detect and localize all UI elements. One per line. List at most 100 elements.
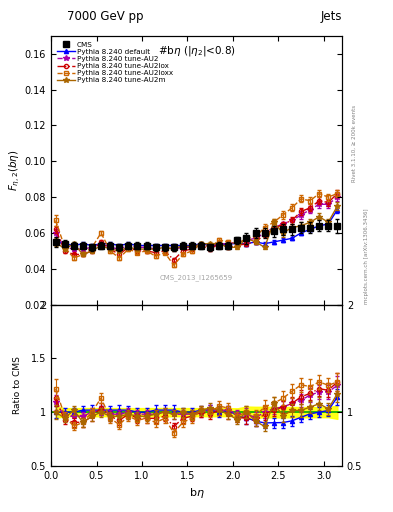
Pythia 8.240 tune-AU2lox bbox=[62, 248, 67, 254]
Text: CMS_2013_I1265659: CMS_2013_I1265659 bbox=[160, 274, 233, 281]
Pythia 8.240 tune-AU2 bbox=[335, 194, 340, 200]
Pythia 8.240 tune-AU2lox bbox=[217, 241, 222, 247]
Pythia 8.240 tune-AU2 bbox=[253, 236, 258, 242]
Pythia 8.240 tune-AU2loxx bbox=[326, 194, 331, 200]
Text: Rivet 3.1.10, ≥ 200k events: Rivet 3.1.10, ≥ 200k events bbox=[352, 105, 357, 182]
Pythia 8.240 default bbox=[72, 243, 76, 249]
Line: Pythia 8.240 tune-AU2: Pythia 8.240 tune-AU2 bbox=[53, 195, 340, 252]
Pythia 8.240 tune-AU2lox bbox=[226, 244, 231, 250]
Pythia 8.240 tune-AU2m bbox=[72, 241, 76, 247]
Line: Pythia 8.240 tune-AU2loxx: Pythia 8.240 tune-AU2loxx bbox=[53, 191, 340, 267]
Pythia 8.240 tune-AU2m bbox=[99, 243, 103, 249]
Pythia 8.240 tune-AU2loxx bbox=[108, 248, 112, 254]
Text: #b$\eta$ ($|\eta_2|$<0.8): #b$\eta$ ($|\eta_2|$<0.8) bbox=[158, 44, 235, 58]
Pythia 8.240 tune-AU2 bbox=[299, 212, 303, 218]
Pythia 8.240 tune-AU2loxx bbox=[290, 205, 294, 211]
Pythia 8.240 tune-AU2m bbox=[189, 244, 194, 250]
Pythia 8.240 default bbox=[199, 241, 204, 247]
Pythia 8.240 default bbox=[244, 241, 249, 247]
Pythia 8.240 tune-AU2lox bbox=[290, 217, 294, 223]
Pythia 8.240 tune-AU2loxx bbox=[253, 233, 258, 240]
Pythia 8.240 tune-AU2lox bbox=[53, 226, 58, 232]
Pythia 8.240 tune-AU2 bbox=[208, 243, 213, 249]
Pythia 8.240 tune-AU2m bbox=[126, 244, 131, 250]
Pythia 8.240 tune-AU2lox bbox=[90, 248, 94, 254]
Pythia 8.240 tune-AU2loxx bbox=[226, 239, 231, 245]
Pythia 8.240 tune-AU2m bbox=[272, 219, 276, 225]
Y-axis label: $F_{\eta,2}(b\eta)$: $F_{\eta,2}(b\eta)$ bbox=[7, 150, 22, 191]
Pythia 8.240 tune-AU2m bbox=[235, 244, 240, 250]
Pythia 8.240 default bbox=[317, 223, 321, 229]
Pythia 8.240 tune-AU2loxx bbox=[335, 190, 340, 197]
Pythia 8.240 tune-AU2 bbox=[171, 246, 176, 252]
Pythia 8.240 tune-AU2m bbox=[262, 244, 267, 250]
Text: mcplots.cern.ch [arXiv:1306.3436]: mcplots.cern.ch [arXiv:1306.3436] bbox=[364, 208, 369, 304]
Pythia 8.240 tune-AU2 bbox=[144, 244, 149, 250]
Y-axis label: Ratio to CMS: Ratio to CMS bbox=[13, 356, 22, 414]
Pythia 8.240 tune-AU2loxx bbox=[171, 262, 176, 268]
Pythia 8.240 tune-AU2lox bbox=[208, 246, 213, 252]
Pythia 8.240 tune-AU2m bbox=[162, 244, 167, 250]
Pythia 8.240 tune-AU2 bbox=[272, 224, 276, 230]
Pythia 8.240 default bbox=[81, 241, 85, 247]
Line: Pythia 8.240 tune-AU2lox: Pythia 8.240 tune-AU2lox bbox=[53, 191, 340, 262]
Pythia 8.240 tune-AU2 bbox=[262, 230, 267, 236]
Pythia 8.240 tune-AU2m bbox=[135, 246, 140, 252]
Pythia 8.240 tune-AU2m bbox=[226, 244, 231, 250]
Pythia 8.240 tune-AU2lox bbox=[199, 243, 204, 249]
Pythia 8.240 tune-AU2m bbox=[144, 246, 149, 252]
Pythia 8.240 tune-AU2loxx bbox=[144, 248, 149, 254]
Pythia 8.240 default bbox=[144, 243, 149, 249]
Pythia 8.240 tune-AU2loxx bbox=[81, 251, 85, 258]
Pythia 8.240 tune-AU2m bbox=[317, 214, 321, 220]
Pythia 8.240 tune-AU2 bbox=[199, 243, 204, 249]
Pythia 8.240 default bbox=[235, 241, 240, 247]
Pythia 8.240 default bbox=[62, 241, 67, 247]
Pythia 8.240 default bbox=[262, 241, 267, 247]
Pythia 8.240 tune-AU2 bbox=[180, 244, 185, 250]
Pythia 8.240 tune-AU2 bbox=[117, 246, 121, 252]
Pythia 8.240 tune-AU2lox bbox=[171, 257, 176, 263]
Pythia 8.240 tune-AU2lox bbox=[308, 205, 312, 211]
Pythia 8.240 tune-AU2loxx bbox=[126, 246, 131, 252]
Pythia 8.240 tune-AU2 bbox=[108, 244, 112, 250]
Pythia 8.240 tune-AU2 bbox=[326, 201, 331, 207]
Pythia 8.240 tune-AU2m bbox=[217, 241, 222, 247]
Pythia 8.240 default bbox=[171, 243, 176, 249]
Pythia 8.240 tune-AU2m bbox=[90, 248, 94, 254]
Pythia 8.240 default bbox=[135, 243, 140, 249]
Pythia 8.240 default bbox=[253, 239, 258, 245]
Pythia 8.240 tune-AU2lox bbox=[81, 251, 85, 258]
Pythia 8.240 default bbox=[189, 243, 194, 249]
Pythia 8.240 tune-AU2lox bbox=[153, 249, 158, 255]
Pythia 8.240 tune-AU2 bbox=[235, 239, 240, 245]
Pythia 8.240 tune-AU2lox bbox=[135, 248, 140, 254]
Pythia 8.240 tune-AU2loxx bbox=[272, 219, 276, 225]
Pythia 8.240 tune-AU2 bbox=[162, 244, 167, 250]
Pythia 8.240 tune-AU2loxx bbox=[235, 241, 240, 247]
Pythia 8.240 tune-AU2lox bbox=[253, 239, 258, 245]
Pythia 8.240 tune-AU2loxx bbox=[162, 249, 167, 255]
Line: Pythia 8.240 default: Pythia 8.240 default bbox=[53, 207, 340, 248]
Pythia 8.240 tune-AU2m bbox=[253, 239, 258, 245]
Legend: CMS, Pythia 8.240 default, Pythia 8.240 tune-AU2, Pythia 8.240 tune-AU2lox, Pyth: CMS, Pythia 8.240 default, Pythia 8.240 … bbox=[55, 39, 175, 86]
Pythia 8.240 tune-AU2loxx bbox=[299, 196, 303, 202]
Pythia 8.240 tune-AU2lox bbox=[180, 248, 185, 254]
Pythia 8.240 tune-AU2lox bbox=[326, 199, 331, 205]
Pythia 8.240 default bbox=[117, 243, 121, 249]
Pythia 8.240 tune-AU2loxx bbox=[281, 212, 285, 218]
Pythia 8.240 tune-AU2m bbox=[335, 203, 340, 209]
Text: 7000 GeV pp: 7000 GeV pp bbox=[67, 10, 143, 23]
Pythia 8.240 default bbox=[290, 236, 294, 242]
Pythia 8.240 tune-AU2 bbox=[90, 244, 94, 250]
Pythia 8.240 tune-AU2loxx bbox=[90, 244, 94, 250]
Pythia 8.240 tune-AU2m bbox=[117, 248, 121, 254]
Pythia 8.240 tune-AU2m bbox=[108, 246, 112, 252]
Pythia 8.240 default bbox=[53, 239, 58, 245]
Pythia 8.240 tune-AU2loxx bbox=[189, 248, 194, 254]
Pythia 8.240 tune-AU2m bbox=[153, 246, 158, 252]
Pythia 8.240 tune-AU2lox bbox=[126, 244, 131, 250]
Pythia 8.240 tune-AU2 bbox=[81, 246, 85, 252]
Pythia 8.240 default bbox=[108, 241, 112, 247]
Pythia 8.240 tune-AU2m bbox=[244, 236, 249, 242]
